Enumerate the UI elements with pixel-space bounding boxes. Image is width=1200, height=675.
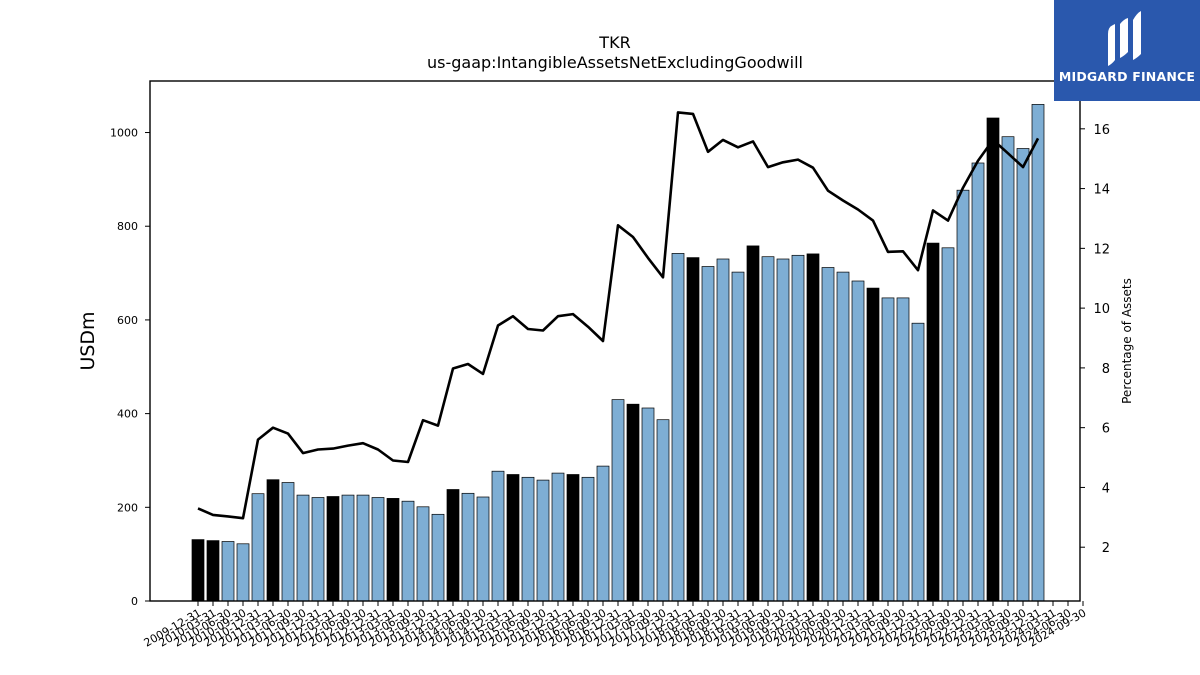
y-axis-left: 0 200 400 600 800 1000 [110,127,150,608]
bar [461,492,475,602]
chart-title: TKR [598,33,630,52]
y-axis-right: 2 4 6 8 10 12 14 16 [1080,123,1110,556]
bar [266,479,280,602]
brand-name: MIDGARD FINANCE [1058,69,1196,84]
bar [551,472,565,602]
bar [506,474,520,602]
y-right-tick-label: 10 [1093,302,1110,317]
bar [1031,104,1045,602]
bar [311,497,325,602]
bar [941,247,955,602]
plot-frame [149,80,1081,602]
bar [671,253,685,602]
bar [191,539,205,602]
bar [791,254,805,602]
y-left-tick-label: 800 [117,220,138,233]
bar-series [191,104,1045,602]
bar [281,482,295,602]
y-axis-right-label: Percentage of Assets [1120,278,1134,404]
bar [836,271,850,602]
bar [926,242,940,602]
midgard-logo-icon [1108,11,1141,66]
bar [536,479,550,602]
bar [431,513,445,602]
y-left-tick-label: 400 [117,408,138,421]
y-left-tick-label: 600 [117,314,138,327]
bar [971,162,985,602]
y-left-tick-label: 200 [117,501,138,514]
bar [1001,136,1015,602]
bar [386,498,400,602]
bar [416,506,430,602]
bar [881,297,895,602]
bar [371,497,385,602]
y-left-tick-label: 1000 [110,127,138,140]
bar [356,494,370,602]
bar [986,117,1000,602]
bar [476,496,490,602]
bar [731,271,745,602]
chart-subtitle: us-gaap:IntangibleAssetsNetExcludingGood… [427,53,803,72]
line-series [197,111,1040,520]
y-left-tick-label: 0 [131,595,138,608]
bar [581,476,595,602]
bar [446,489,460,602]
bar [236,543,250,602]
bar [491,470,505,602]
bar [251,493,265,602]
y-axis-left-label: USDm [77,311,99,370]
bar [746,245,760,602]
bar [521,476,535,602]
bar [206,540,220,602]
bar [596,465,610,602]
brand-logo: MIDGARD FINANCE [1054,0,1200,101]
bar [761,256,775,602]
bar [821,267,835,602]
y-right-tick-label: 2 [1102,541,1110,556]
bar [566,474,580,602]
bar [401,500,415,602]
bar [611,399,625,602]
bar [716,258,730,602]
bar [221,541,235,602]
bar [851,280,865,602]
bar [326,496,340,602]
bar [701,266,715,602]
y-right-tick-label: 8 [1102,362,1110,377]
bar [911,322,925,602]
bar [626,403,640,602]
y-right-tick-label: 14 [1093,183,1110,198]
y-right-tick-label: 4 [1102,481,1110,496]
bar [956,189,970,602]
bar [656,419,670,602]
y-right-tick-label: 12 [1093,242,1110,257]
bar [866,287,880,602]
bar [1016,148,1030,602]
y-right-tick-label: 6 [1102,422,1110,437]
bar [806,253,820,602]
bar [341,494,355,602]
bar [896,297,910,602]
y-right-tick-label: 16 [1093,123,1110,138]
bar [296,494,310,602]
bar [641,407,655,602]
x-axis: 2009-12-312010-03-312010-06-302010-09-30… [142,601,1089,650]
percentage-line [197,111,1040,520]
bar [776,258,790,602]
bar [686,257,700,602]
